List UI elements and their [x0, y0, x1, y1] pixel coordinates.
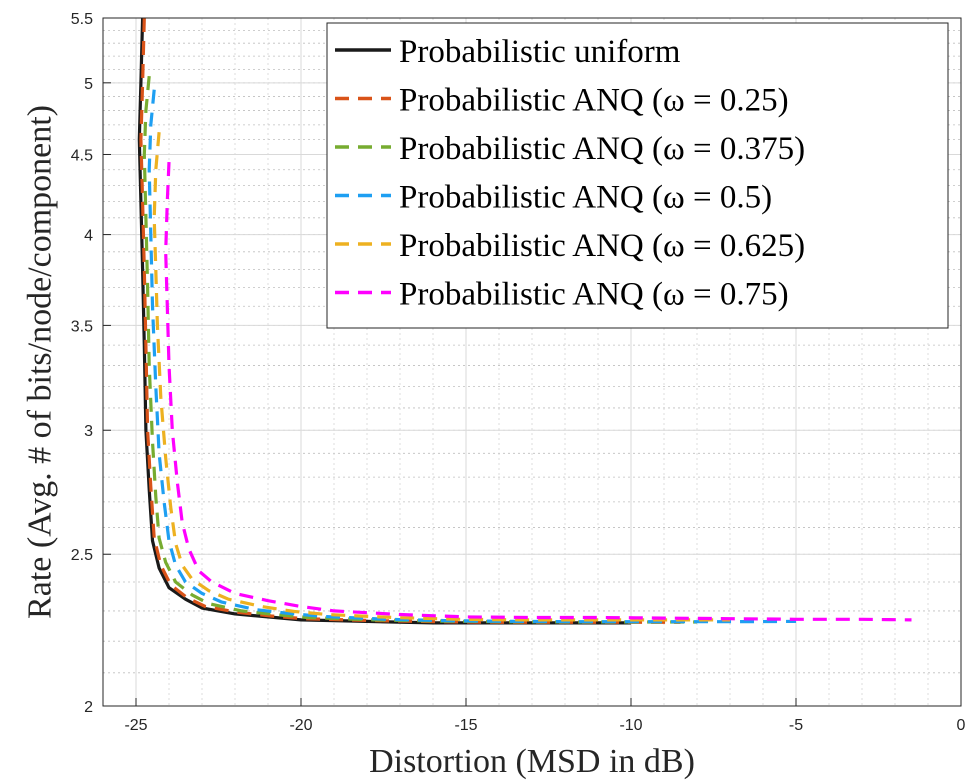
x-tick-label: -5 — [789, 717, 803, 734]
axes-box — [102, 17, 962, 707]
legend-entry: Probabilistic uniform — [399, 34, 681, 70]
x-tick-label: -20 — [289, 717, 312, 734]
legend-entry: Probabilistic ANQ (ω = 0.25) — [399, 83, 789, 119]
y-tick-label: 4.5 — [71, 147, 93, 164]
series-line-4 — [152, 132, 730, 622]
x-tick-label: -15 — [454, 717, 477, 734]
series-line-5 — [164, 162, 912, 622]
y-tick-label: 5.5 — [71, 11, 93, 28]
x-axis-ticks: -25 -20 -15 -10 -5 0 — [124, 698, 966, 734]
x-tick-label: -10 — [619, 717, 642, 734]
x-tick-label: 0 — [957, 717, 966, 734]
x-axis-label: Distortion (MSD in dB) — [369, 743, 695, 780]
y-tick-label: 2 — [84, 699, 93, 716]
y-tick-label: 3.5 — [71, 318, 93, 335]
legend-entry: Probabilistic ANQ (ω = 0.5) — [399, 180, 772, 216]
legend-entry: Probabilistic ANQ (ω = 0.75) — [399, 277, 789, 313]
y-tick-label: 3 — [84, 423, 93, 440]
y-axis-ticks: 2 2.5 3 3.5 4 4.5 5 5.5 — [71, 11, 111, 716]
legend-entry: Probabilistic ANQ (ω = 0.375) — [399, 131, 805, 167]
legend: Probabilistic uniform Probabilistic ANQ (… — [326, 22, 949, 329]
legend-box — [326, 22, 949, 329]
series-layer — [137, 17, 912, 625]
y-axis-label: Rate (Avg. # of bits/node/component) — [22, 105, 59, 619]
y-tick-label: 4 — [84, 228, 93, 245]
y-tick-label: 5 — [84, 76, 93, 93]
y-tick-label: 2.5 — [71, 547, 93, 564]
x-tick-label: -25 — [124, 717, 147, 734]
legend-entry: Probabilistic ANQ (ω = 0.625) — [399, 228, 805, 264]
